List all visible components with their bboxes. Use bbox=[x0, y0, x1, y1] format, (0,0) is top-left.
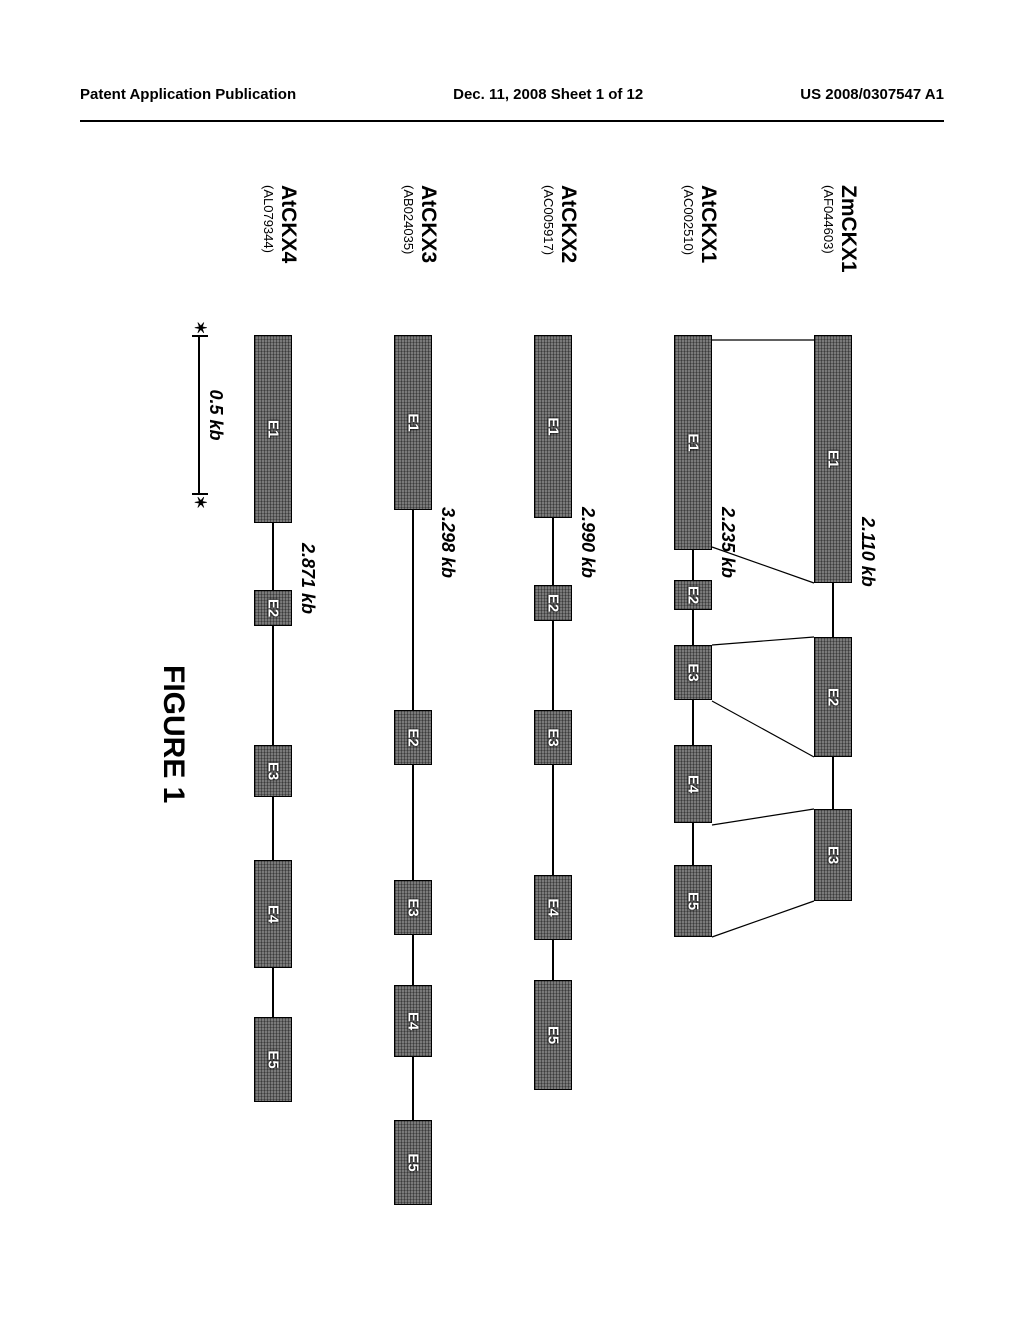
gene-label: AtCKX1(AC002510) bbox=[681, 185, 720, 325]
scale-bar: 0.5 kb ✶ ✶ bbox=[180, 335, 220, 495]
gene-row: AtCKX1(AC002510) 2.235 kb E1 E2 E3 E4 E5 bbox=[640, 185, 760, 1265]
gene-accession: (AF044603) bbox=[821, 185, 836, 325]
exon-box: E3 bbox=[814, 809, 852, 901]
gene-size-label: 3.298 kb bbox=[437, 507, 458, 578]
exon-label: E2 bbox=[825, 688, 842, 706]
exon-box: E4 bbox=[254, 860, 292, 968]
exon-label: E3 bbox=[405, 898, 422, 916]
exon-label: E2 bbox=[265, 599, 282, 617]
exon-box: E5 bbox=[254, 1017, 292, 1102]
exon-box: E5 bbox=[674, 865, 712, 937]
figure-inner: 0.5 kb ✶ ✶ FIGURE 1 ZmCKX1(AF044603)2.11… bbox=[160, 185, 920, 1265]
gene-label: ZmCKX1(AF044603) bbox=[821, 185, 860, 325]
exon-box: E2 bbox=[534, 585, 572, 621]
exon-label: E3 bbox=[825, 846, 842, 864]
exon-label: E4 bbox=[685, 775, 702, 793]
exon-box: E3 bbox=[394, 880, 432, 935]
exon-box: E2 bbox=[254, 590, 292, 626]
gene-accession: (AC002510) bbox=[681, 185, 696, 325]
scale-tick-left bbox=[192, 335, 208, 337]
gene-name: AtCKX2 bbox=[556, 185, 580, 325]
exon-box: E5 bbox=[394, 1120, 432, 1205]
exon-label: E1 bbox=[265, 420, 282, 438]
header-center: Dec. 11, 2008 Sheet 1 of 12 bbox=[453, 86, 643, 116]
exon-label: E5 bbox=[265, 1050, 282, 1068]
page: Patent Application Publication Dec. 11, … bbox=[0, 0, 1024, 1320]
exon-box: E2 bbox=[394, 710, 432, 765]
exon-box: E1 bbox=[814, 335, 852, 583]
gene-name: AtCKX3 bbox=[416, 185, 440, 325]
gene-name: AtCKX1 bbox=[696, 185, 720, 325]
exon-box: E3 bbox=[534, 710, 572, 765]
exon-box: E4 bbox=[394, 985, 432, 1057]
gene-name: AtCKX4 bbox=[276, 185, 300, 325]
gene-accession: (AL079344) bbox=[261, 185, 276, 325]
gene-size-label: 2.990 kb bbox=[577, 507, 598, 578]
exon-label: E2 bbox=[545, 594, 562, 612]
exon-label: E4 bbox=[545, 898, 562, 916]
gene-size-label: 2.110 kb bbox=[857, 517, 878, 587]
exon-label: E1 bbox=[825, 450, 842, 468]
exon-label: E3 bbox=[265, 762, 282, 780]
exon-label: E1 bbox=[685, 433, 702, 451]
exon-label: E2 bbox=[405, 728, 422, 746]
scale-star-left: ✶ bbox=[190, 321, 210, 334]
exon-label: E4 bbox=[265, 905, 282, 923]
exon-box: E1 bbox=[254, 335, 292, 523]
gene-label: AtCKX3(AB024035) bbox=[401, 185, 440, 325]
gene-row: AtCKX4(AL079344) 2.871 kb E1 E2 E3 E4 E5 bbox=[220, 185, 340, 1265]
exon-box: E2 bbox=[814, 637, 852, 757]
gene-name: ZmCKX1 bbox=[836, 185, 860, 325]
gene-label: AtCKX4(AL079344) bbox=[261, 185, 300, 325]
exon-box: E1 bbox=[534, 335, 572, 518]
gene-size-label: 2.235 kb bbox=[717, 507, 738, 578]
gene-row: AtCKX2(AC005917) 2.990 kb E1 E2 E3 E4 E5 bbox=[500, 185, 620, 1265]
scale-line bbox=[198, 335, 200, 495]
page-header: Patent Application Publication Dec. 11, … bbox=[80, 86, 944, 122]
exon-box: E2 bbox=[674, 580, 712, 610]
exon-box: E3 bbox=[674, 645, 712, 700]
gene-label: AtCKX2(AC005917) bbox=[541, 185, 580, 325]
gene-row: ZmCKX1(AF044603) 2.110 kb E1 E2 E3 bbox=[780, 185, 900, 1265]
exon-label: E1 bbox=[405, 413, 422, 431]
gene-size-label: 2.871 kb bbox=[297, 543, 318, 614]
exon-box: E1 bbox=[674, 335, 712, 550]
scale-star-right: ✶ bbox=[190, 496, 210, 509]
figure-title: FIGURE 1 bbox=[156, 665, 190, 803]
exon-label: E3 bbox=[685, 663, 702, 681]
exon-box: E5 bbox=[534, 980, 572, 1090]
gene-accession: (AB024035) bbox=[401, 185, 416, 325]
exon-label: E4 bbox=[405, 1012, 422, 1030]
exon-label: E5 bbox=[685, 892, 702, 910]
gene-accession: (AC005917) bbox=[541, 185, 556, 325]
exon-box: E3 bbox=[254, 745, 292, 797]
header-right: US 2008/0307547 A1 bbox=[800, 86, 944, 116]
exon-label: E5 bbox=[545, 1026, 562, 1044]
figure-rotated-container: 0.5 kb ✶ ✶ FIGURE 1 ZmCKX1(AF044603) 2.11… bbox=[0, 185, 920, 945]
header-left: Patent Application Publication bbox=[80, 86, 296, 116]
exon-box: E1 bbox=[394, 335, 432, 510]
exon-label: E5 bbox=[405, 1153, 422, 1171]
exon-label: E2 bbox=[685, 586, 702, 604]
gene-row: AtCKX3(AB024035) 3.298 kb E1 E2 E3 E4 E5 bbox=[360, 185, 480, 1265]
exon-box: E4 bbox=[674, 745, 712, 823]
exon-label: E1 bbox=[545, 417, 562, 435]
exon-label: E3 bbox=[545, 728, 562, 746]
exon-box: E4 bbox=[534, 875, 572, 940]
